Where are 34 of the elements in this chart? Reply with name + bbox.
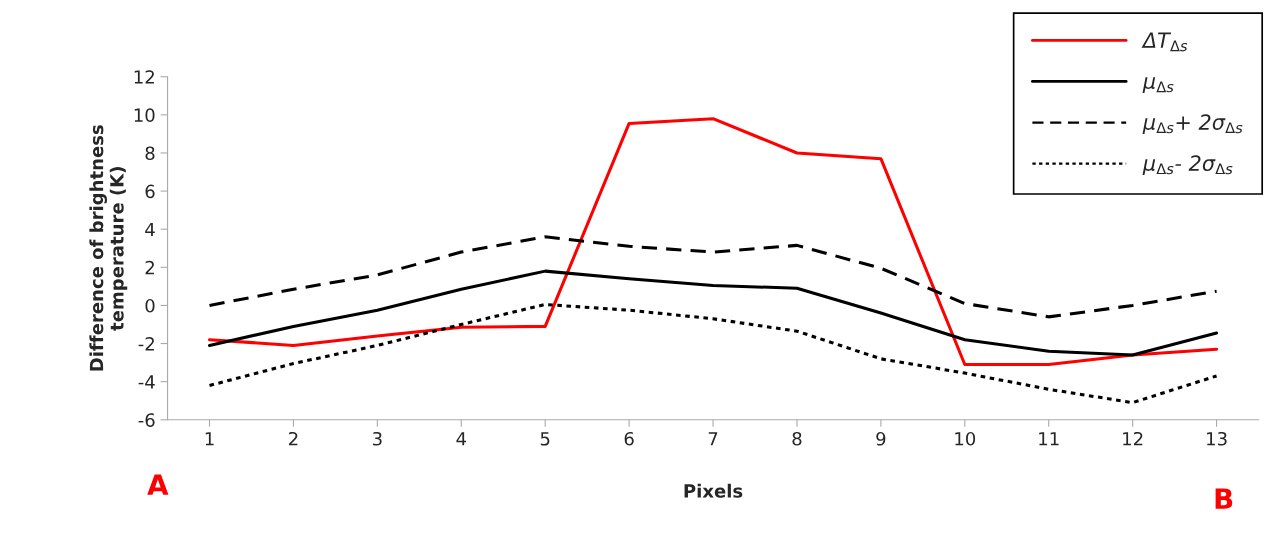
y-tick-label: 4 bbox=[145, 222, 155, 237]
x-tick-label: 12 bbox=[1123, 431, 1143, 446]
x-tick-label: 3 bbox=[372, 431, 382, 446]
y-tick-label: 12 bbox=[134, 70, 154, 84]
line-series bbox=[207, 269, 1219, 357]
legend-label: μ$_{Δs}$ bbox=[1142, 77, 1174, 94]
y-tick-label: -2 bbox=[138, 337, 154, 351]
legend-label: μ$_{Δs}$- 2σ$_{Δs}$ bbox=[1142, 155, 1233, 176]
y-tick-label: 8 bbox=[145, 146, 155, 161]
y-tick-label: 2 bbox=[145, 260, 154, 275]
x-tick-label: 2 bbox=[289, 431, 298, 446]
x-tick-label: 1 bbox=[205, 432, 214, 446]
y-tick-label: 0 bbox=[145, 298, 155, 313]
x-tick-label: 13 bbox=[1207, 431, 1227, 446]
legend-label: μ$_{Δs}$+ 2σ$_{Δs}$ bbox=[1142, 114, 1243, 134]
x-tick-label: 11 bbox=[1039, 432, 1059, 446]
y-tick-label: -4 bbox=[138, 375, 155, 389]
x-tick-label: 7 bbox=[708, 432, 718, 446]
x-tick-label: 4 bbox=[456, 432, 467, 446]
x-tick-label: 5 bbox=[540, 432, 550, 446]
line-series bbox=[207, 302, 1219, 405]
x-tick-label: 8 bbox=[792, 431, 802, 446]
y-tick-label: 6 bbox=[145, 184, 155, 199]
y-tick-label: 10 bbox=[134, 108, 155, 122]
y-axis-title: Difference of brightness temperature (K) bbox=[89, 125, 128, 371]
x-axis-title: Pixels bbox=[684, 483, 743, 498]
x-tick-label: 10 bbox=[955, 431, 976, 446]
text: A bbox=[147, 474, 169, 495]
x-tick-label: 6 bbox=[624, 431, 634, 446]
y-tick-label: -6 bbox=[138, 413, 155, 427]
text: B bbox=[1215, 488, 1233, 509]
line-series bbox=[207, 235, 1219, 319]
x-tick-label: 9 bbox=[876, 431, 886, 446]
legend-label: ΔT$_{Δs}$ bbox=[1141, 32, 1188, 52]
